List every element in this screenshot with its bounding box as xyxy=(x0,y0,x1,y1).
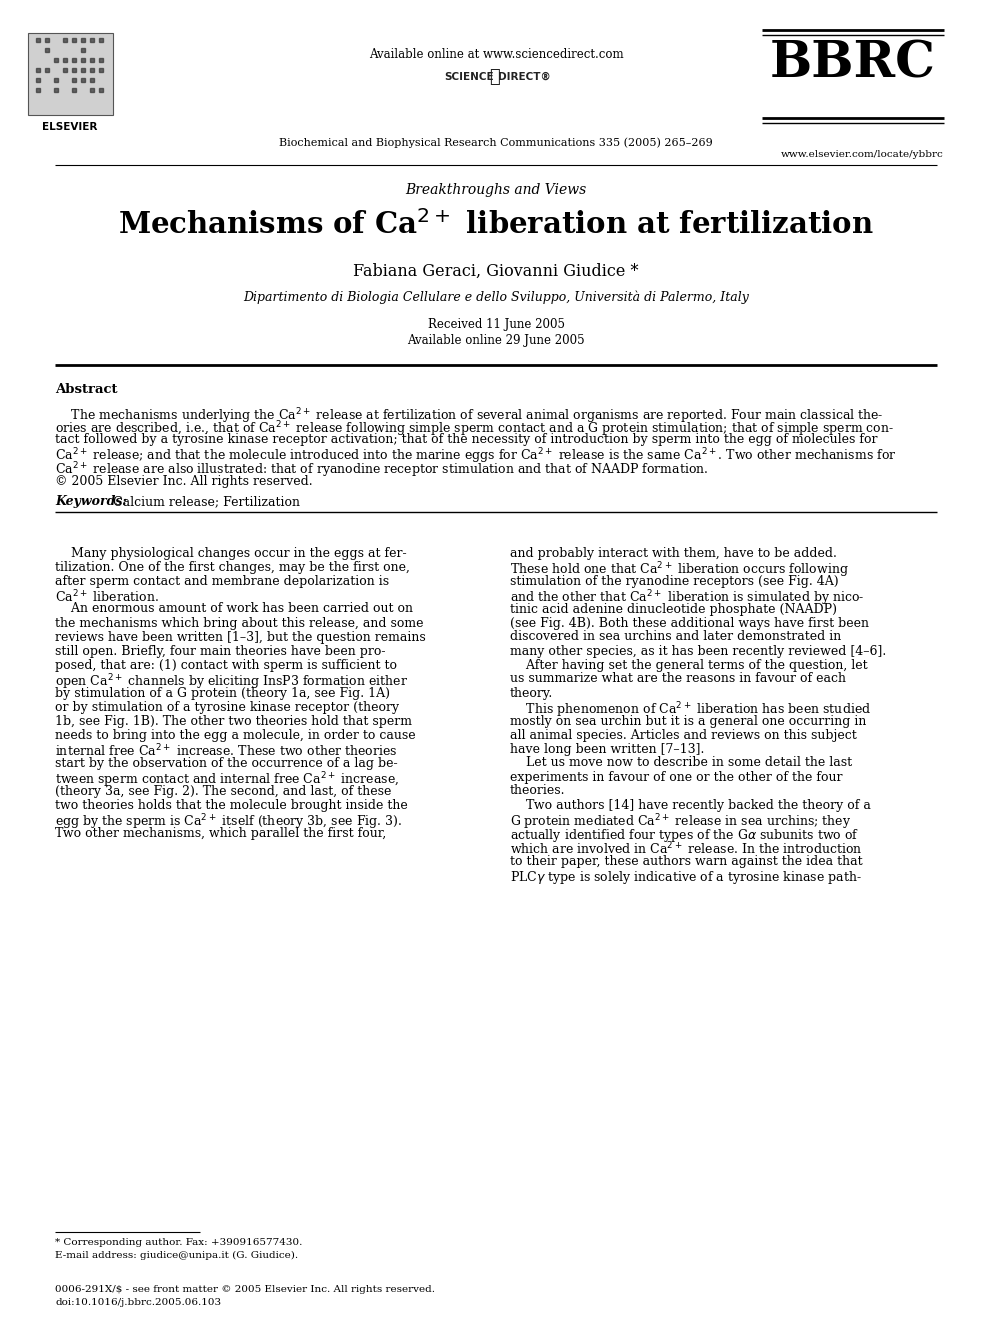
Text: Dipartimento di Biologia Cellulare e dello Sviluppo, Università di Palermo, Ital: Dipartimento di Biologia Cellulare e del… xyxy=(243,290,749,303)
Text: The mechanisms underlying the Ca$^{2+}$ release at fertilization of several anim: The mechanisms underlying the Ca$^{2+}$ … xyxy=(55,406,884,426)
Text: © 2005 Elsevier Inc. All rights reserved.: © 2005 Elsevier Inc. All rights reserved… xyxy=(55,475,312,488)
FancyBboxPatch shape xyxy=(28,33,113,115)
Text: DIRECT®: DIRECT® xyxy=(498,71,551,82)
Text: Biochemical and Biophysical Research Communications 335 (2005) 265–269: Biochemical and Biophysical Research Com… xyxy=(279,138,713,148)
Text: experiments in favour of one or the other of the four: experiments in favour of one or the othe… xyxy=(510,770,842,783)
Text: open Ca$^{2+}$ channels by eliciting InsP3 formation either: open Ca$^{2+}$ channels by eliciting Ins… xyxy=(55,672,408,692)
Text: discovered in sea urchins and later demonstrated in: discovered in sea urchins and later demo… xyxy=(510,631,841,643)
Text: Ca$^{2+}$ release; and that the molecule introduced into the marine eggs for Ca$: Ca$^{2+}$ release; and that the molecule… xyxy=(55,446,897,466)
Text: This phenomenon of Ca$^{2+}$ liberation has been studied: This phenomenon of Ca$^{2+}$ liberation … xyxy=(510,700,871,720)
Text: PLC$\gamma$ type is solely indicative of a tyrosine kinase path-: PLC$\gamma$ type is solely indicative of… xyxy=(510,868,862,885)
Text: after sperm contact and membrane depolarization is: after sperm contact and membrane depolar… xyxy=(55,574,389,587)
Text: Keywords:: Keywords: xyxy=(55,496,127,508)
Text: theories.: theories. xyxy=(510,785,565,798)
Text: www.elsevier.com/locate/ybbrc: www.elsevier.com/locate/ybbrc xyxy=(782,149,944,159)
Text: all animal species. Articles and reviews on this subject: all animal species. Articles and reviews… xyxy=(510,729,857,741)
Text: These hold one that Ca$^{2+}$ liberation occurs following: These hold one that Ca$^{2+}$ liberation… xyxy=(510,561,849,579)
Text: Available online 29 June 2005: Available online 29 June 2005 xyxy=(407,333,585,347)
Text: internal free Ca$^{2+}$ increase. These two other theories: internal free Ca$^{2+}$ increase. These … xyxy=(55,742,398,759)
Text: 1b, see Fig. 1B). The other two theories hold that sperm: 1b, see Fig. 1B). The other two theories… xyxy=(55,714,412,728)
Text: Many physiological changes occur in the eggs at fer-: Many physiological changes occur in the … xyxy=(55,546,407,560)
Text: reviews have been written [1–3], but the question remains: reviews have been written [1–3], but the… xyxy=(55,631,426,643)
Text: Two other mechanisms, which parallel the first four,: Two other mechanisms, which parallel the… xyxy=(55,827,386,840)
Text: posed, that are: (1) contact with sperm is sufficient to: posed, that are: (1) contact with sperm … xyxy=(55,659,397,672)
Text: stimulation of the ryanodine receptors (see Fig. 4A): stimulation of the ryanodine receptors (… xyxy=(510,574,838,587)
Text: egg by the sperm is Ca$^{2+}$ itself (theory 3b, see Fig. 3).: egg by the sperm is Ca$^{2+}$ itself (th… xyxy=(55,812,402,832)
Text: G protein mediated Ca$^{2+}$ release in sea urchins; they: G protein mediated Ca$^{2+}$ release in … xyxy=(510,812,851,832)
Text: (see Fig. 4B). Both these additional ways have first been: (see Fig. 4B). Both these additional way… xyxy=(510,617,869,630)
Text: Received 11 June 2005: Received 11 June 2005 xyxy=(428,318,564,331)
Text: or by stimulation of a tyrosine kinase receptor (theory: or by stimulation of a tyrosine kinase r… xyxy=(55,700,399,713)
Text: us summarize what are the reasons in favour of each: us summarize what are the reasons in fav… xyxy=(510,672,846,685)
Text: * Corresponding author. Fax: +390916577430.: * Corresponding author. Fax: +3909165774… xyxy=(55,1238,303,1248)
Text: ories are described, i.e., that of Ca$^{2+}$ release following simple sperm cont: ories are described, i.e., that of Ca$^{… xyxy=(55,419,894,439)
Text: which are involved in Ca$^{2+}$ release. In the introduction: which are involved in Ca$^{2+}$ release.… xyxy=(510,840,863,857)
Text: needs to bring into the egg a molecule, in order to cause: needs to bring into the egg a molecule, … xyxy=(55,729,416,741)
Text: theory.: theory. xyxy=(510,687,554,700)
Text: actually identified four types of the G$\alpha$ subunits two of: actually identified four types of the G$… xyxy=(510,827,859,844)
Text: and probably interact with them, have to be added.: and probably interact with them, have to… xyxy=(510,546,837,560)
Text: still open. Briefly, four main theories have been pro-: still open. Briefly, four main theories … xyxy=(55,644,386,658)
Text: (theory 3a, see Fig. 2). The second, and last, of these: (theory 3a, see Fig. 2). The second, and… xyxy=(55,785,392,798)
Text: Breakthroughs and Views: Breakthroughs and Views xyxy=(406,183,586,197)
Text: Calcium release; Fertilization: Calcium release; Fertilization xyxy=(113,496,300,508)
Text: Two authors [14] have recently backed the theory of a: Two authors [14] have recently backed th… xyxy=(510,799,871,811)
Text: tilization. One of the first changes, may be the first one,: tilization. One of the first changes, ma… xyxy=(55,561,410,573)
Text: have long been written [7–13].: have long been written [7–13]. xyxy=(510,742,704,755)
Text: by stimulation of a G protein (theory 1a, see Fig. 1A): by stimulation of a G protein (theory 1a… xyxy=(55,687,390,700)
Text: to their paper, these authors warn against the idea that: to their paper, these authors warn again… xyxy=(510,855,863,868)
Text: ⓓ: ⓓ xyxy=(489,67,499,86)
Text: tween sperm contact and internal free Ca$^{2+}$ increase,: tween sperm contact and internal free Ca… xyxy=(55,770,399,790)
Text: After having set the general terms of the question, let: After having set the general terms of th… xyxy=(510,659,868,672)
Text: tinic acid adenine dinucleotide phosphate (NAADP): tinic acid adenine dinucleotide phosphat… xyxy=(510,602,837,615)
Text: doi:10.1016/j.bbrc.2005.06.103: doi:10.1016/j.bbrc.2005.06.103 xyxy=(55,1298,221,1307)
Text: Fabiana Geraci, Giovanni Giudice *: Fabiana Geraci, Giovanni Giudice * xyxy=(353,263,639,280)
Text: two theories holds that the molecule brought inside the: two theories holds that the molecule bro… xyxy=(55,799,408,811)
Text: the mechanisms which bring about this release, and some: the mechanisms which bring about this re… xyxy=(55,617,424,630)
Text: BBRC: BBRC xyxy=(770,40,936,89)
Text: many other species, as it has been recently reviewed [4–6].: many other species, as it has been recen… xyxy=(510,644,886,658)
Text: Ca$^{2+}$ release are also illustrated: that of ryanodine receptor stimulation a: Ca$^{2+}$ release are also illustrated: … xyxy=(55,460,708,480)
Text: tact followed by a tyrosine kinase receptor activation; that of the necessity of: tact followed by a tyrosine kinase recep… xyxy=(55,433,878,446)
Text: Ca$^{2+}$ liberation.: Ca$^{2+}$ liberation. xyxy=(55,589,159,605)
Text: Abstract: Abstract xyxy=(55,382,117,396)
Text: SCIENCE: SCIENCE xyxy=(444,71,494,82)
Text: start by the observation of the occurrence of a lag be-: start by the observation of the occurren… xyxy=(55,757,398,770)
Text: 0006-291X/$ - see front matter © 2005 Elsevier Inc. All rights reserved.: 0006-291X/$ - see front matter © 2005 El… xyxy=(55,1285,435,1294)
Text: Mechanisms of Ca$^{2+}$ liberation at fertilization: Mechanisms of Ca$^{2+}$ liberation at fe… xyxy=(118,210,874,239)
Text: Available online at www.sciencedirect.com: Available online at www.sciencedirect.co… xyxy=(369,48,623,61)
Text: and the other that Ca$^{2+}$ liberation is simulated by nico-: and the other that Ca$^{2+}$ liberation … xyxy=(510,589,864,609)
Text: ELSEVIER: ELSEVIER xyxy=(43,122,97,132)
Text: An enormous amount of work has been carried out on: An enormous amount of work has been carr… xyxy=(55,602,413,615)
Text: Let us move now to describe in some detail the last: Let us move now to describe in some deta… xyxy=(510,757,852,770)
Text: mostly on sea urchin but it is a general one occurring in: mostly on sea urchin but it is a general… xyxy=(510,714,866,728)
Text: E-mail address: giudice@unipa.it (G. Giudice).: E-mail address: giudice@unipa.it (G. Giu… xyxy=(55,1252,299,1259)
